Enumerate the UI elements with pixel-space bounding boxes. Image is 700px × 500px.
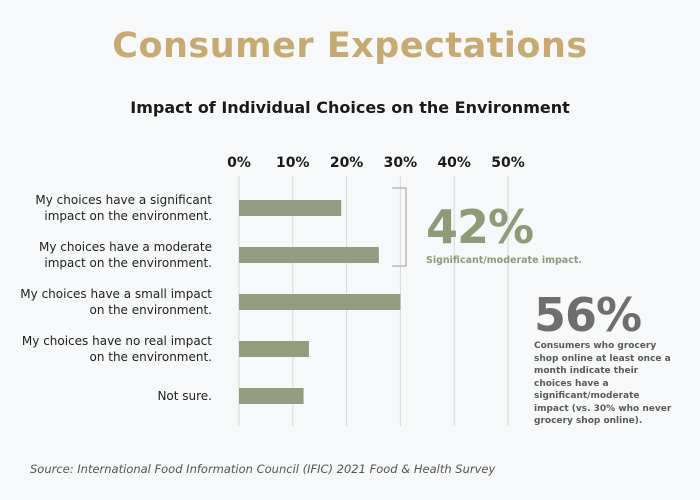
bar	[239, 341, 309, 357]
combined-stat-value: 42%	[426, 200, 534, 254]
category-label-line: impact on the environment.	[44, 256, 212, 270]
x-tick-label: 20%	[330, 155, 364, 171]
x-tick-label: 0%	[227, 155, 251, 171]
source-note: Source: International Food Information C…	[30, 462, 496, 476]
category-label-line: on the environment.	[89, 350, 212, 364]
category-label-line: My choices have a small impact	[20, 287, 212, 301]
bar	[239, 247, 379, 263]
page-title: Consumer Expectations	[112, 26, 588, 66]
category-label-line: My choices have a moderate	[38, 240, 212, 254]
bar	[239, 294, 401, 310]
x-tick-label: 10%	[276, 155, 310, 171]
category-label: My choices have a small impact on the env…	[12, 286, 212, 318]
bar	[239, 388, 304, 404]
category-label: My choices have no real impact on the env…	[12, 333, 212, 365]
online-stat-caption: Consumers who grocery shop online at lea…	[534, 341, 672, 426]
category-label-line: on the environment.	[89, 303, 212, 317]
chart-title: Impact of Individual Choices on the Envi…	[130, 98, 570, 117]
x-tick-label: 30%	[384, 155, 418, 171]
x-tick-label: 50%	[491, 155, 525, 171]
category-label: My choices have a moderate impact on the …	[12, 239, 212, 271]
x-tick-label: 40%	[437, 155, 471, 171]
category-label-line: impact on the environment.	[44, 209, 212, 223]
category-label-line: My choices have a significant	[35, 193, 212, 207]
category-label: Not sure.	[12, 388, 212, 404]
bar	[239, 200, 342, 216]
category-label-line: My choices have no real impact	[21, 334, 212, 348]
category-label: My choices have a significant impact on t…	[12, 192, 212, 224]
category-label-line: Not sure.	[157, 389, 212, 403]
online-stat-value: 56%	[534, 288, 642, 342]
bracket	[392, 187, 407, 267]
combined-stat-caption: Significant/moderate impact.	[426, 255, 582, 266]
